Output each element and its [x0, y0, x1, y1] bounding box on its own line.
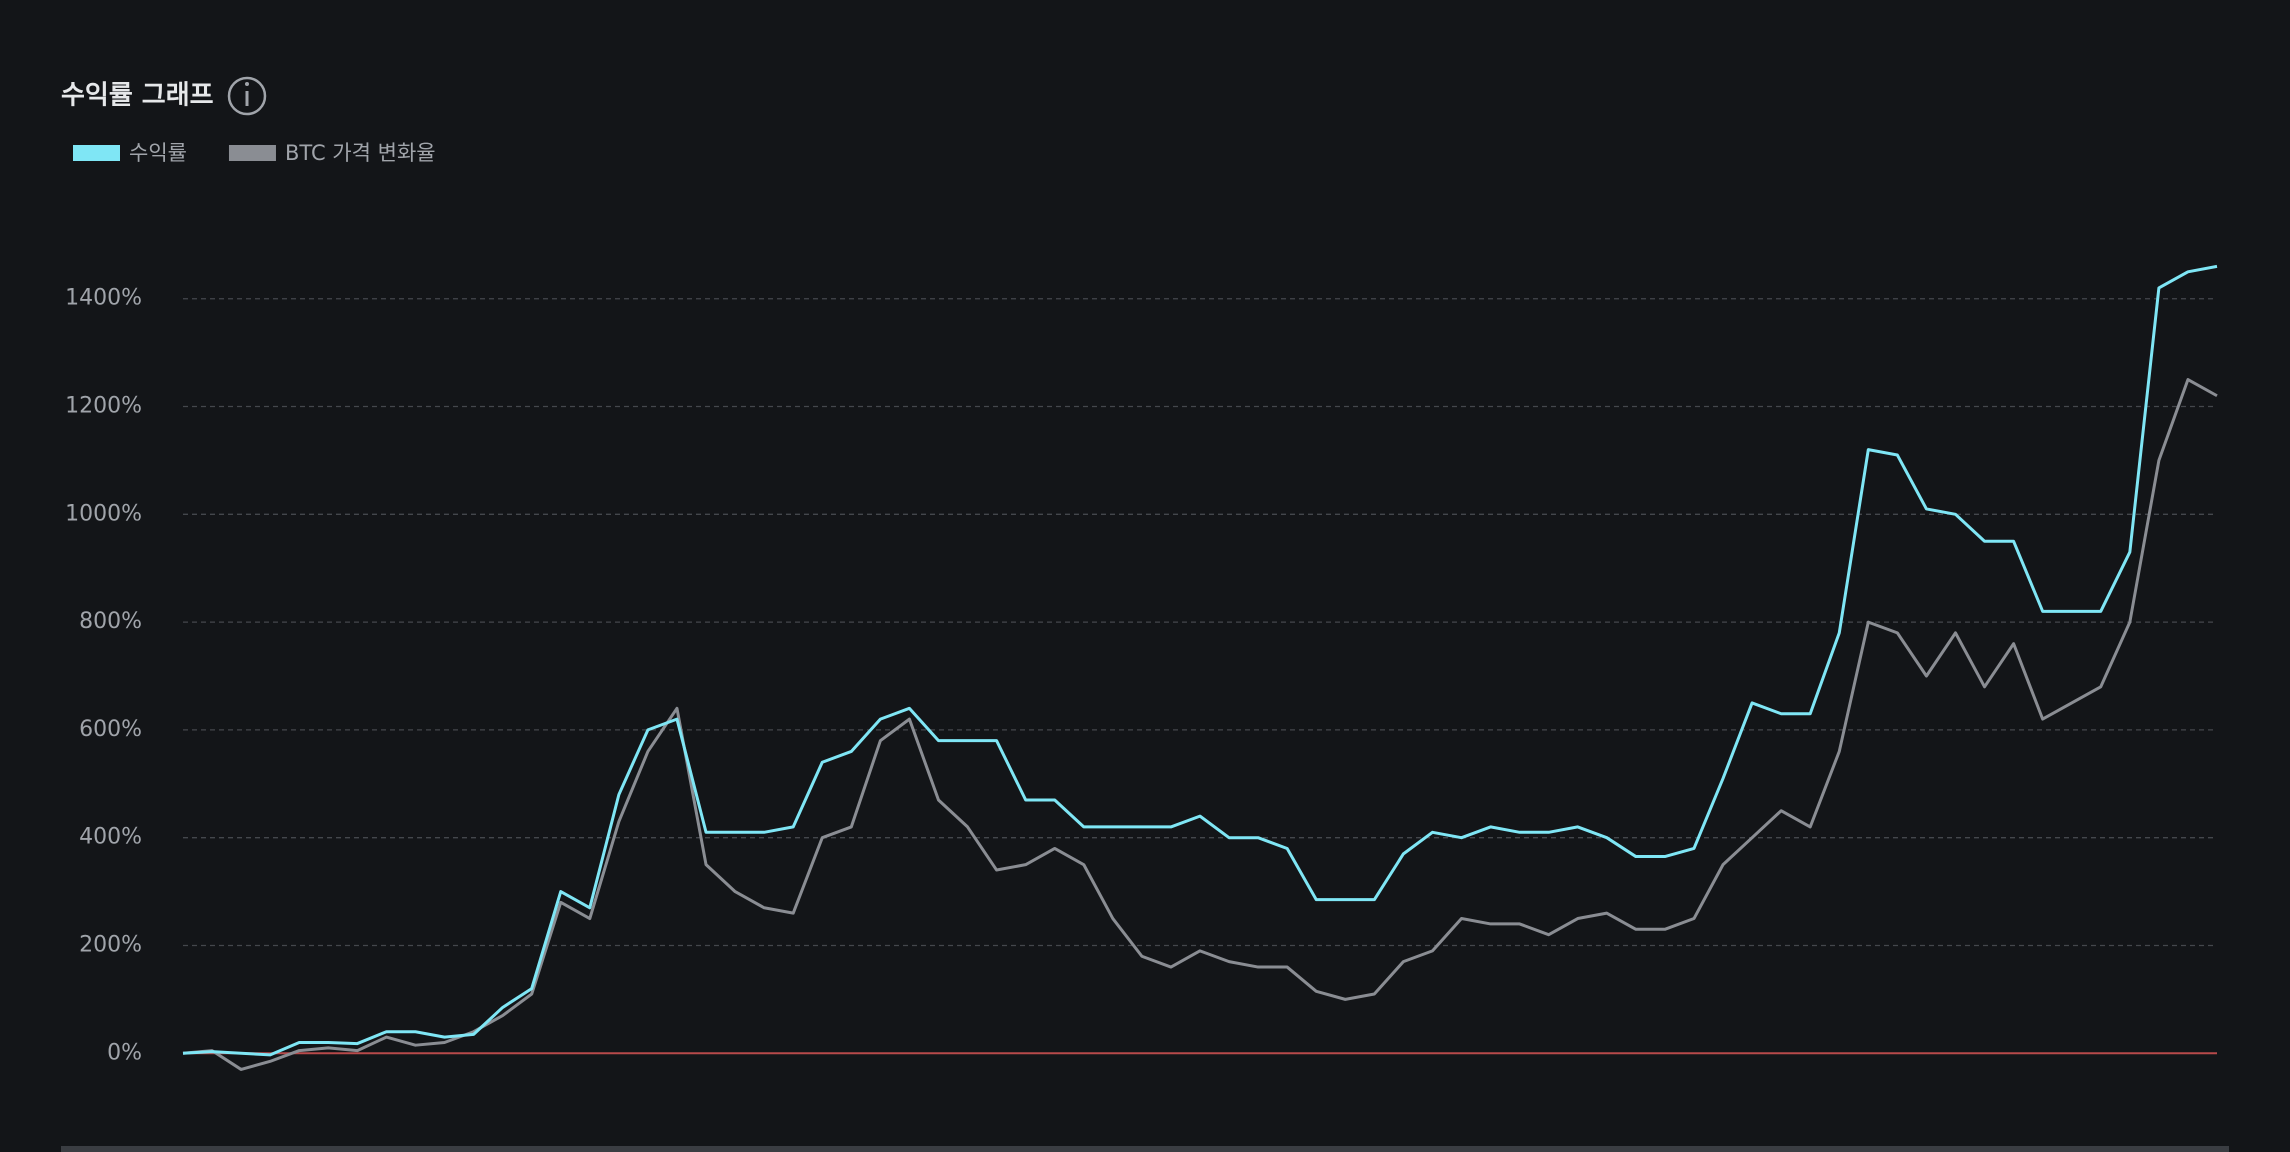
legend-label: BTC 가격 변화율	[285, 141, 436, 165]
y-tick-label: 1200%	[65, 394, 142, 419]
legend-label: 수익률	[129, 141, 187, 165]
series-line	[182, 264, 2218, 1057]
info-dot	[245, 82, 249, 86]
y-tick-label: 200%	[79, 932, 142, 957]
legend-swatch	[73, 145, 120, 161]
y-tick-label: 1000%	[65, 501, 142, 526]
y-tick-label: 800%	[79, 609, 142, 634]
y-tick-label: 1400%	[65, 286, 142, 311]
y-tick-label: 400%	[79, 825, 142, 850]
y-tick-label: 600%	[79, 717, 142, 742]
legend-swatch	[228, 145, 276, 161]
bottom-bar	[61, 1146, 2229, 1152]
info-circle[interactable]	[227, 76, 267, 116]
y-tick-label: 0%	[107, 1040, 142, 1065]
chart-title: 수익률 그래프	[61, 81, 214, 111]
info-icon[interactable]	[227, 76, 267, 116]
series-line	[182, 378, 2218, 1071]
